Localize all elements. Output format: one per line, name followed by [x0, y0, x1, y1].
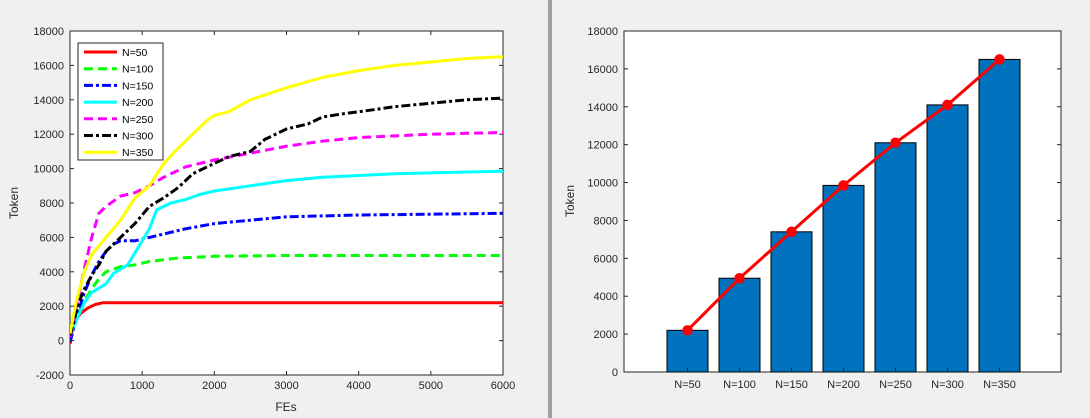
- y-tick-label: 8000: [40, 198, 64, 210]
- trend-marker-1: [682, 325, 693, 336]
- y-tick-label: 4000: [40, 267, 64, 279]
- legend-label-2: N=100: [122, 64, 153, 76]
- series-line-4: [70, 169, 503, 336]
- y-tick-label: 10000: [33, 164, 64, 176]
- trend-marker-6: [942, 99, 953, 111]
- y-tick-label: 18000: [587, 26, 618, 38]
- trend-marker-7: [994, 54, 1005, 65]
- y-tick-label: 2000: [594, 329, 618, 341]
- y-tick-label: -2000: [36, 370, 64, 382]
- right-y-tick-labels: 0 2000 4000 6000 8000 10000 12000 14000 16000 180…: [587, 26, 1061, 379]
- trend-marker-2: [734, 272, 745, 284]
- left-x-axis-label: FEs: [275, 400, 296, 414]
- series-line-3: [70, 211, 503, 343]
- x-tick-label: N=250: [879, 379, 912, 391]
- x-tick-label: N=100: [723, 379, 756, 391]
- x-tick-label: 3000: [274, 380, 298, 392]
- legend-label-1: N=50: [122, 47, 148, 59]
- y-tick-label: 2000: [40, 301, 64, 313]
- x-tick-label: 2000: [202, 380, 226, 392]
- y-tick-label: 18000: [33, 26, 64, 38]
- y-tick-label: 16000: [33, 60, 64, 72]
- x-tick-label: 4000: [346, 380, 370, 392]
- x-tick-label: N=200: [827, 379, 860, 391]
- y-tick-label: 16000: [587, 64, 618, 76]
- y-tick-label: 12000: [33, 129, 64, 141]
- series-line-7: [70, 55, 503, 334]
- right-bar-plot: N=50 N=100 N=150 N=200 N=250 N=300 N=350 0 2000…: [563, 26, 1062, 391]
- bar-6: [926, 104, 969, 373]
- x-tick-label: 5000: [419, 380, 443, 392]
- legend-label-6: N=300: [122, 131, 153, 143]
- right-y-axis-label: Token: [563, 185, 577, 217]
- x-tick-label: N=50: [674, 379, 701, 391]
- x-tick-label: N=150: [775, 379, 808, 391]
- trend-marker-5: [890, 137, 901, 149]
- left-series-group: [70, 55, 503, 345]
- left-line-plot: 0 1000 2000 3000 4000 5000 6000 -2000020004000…: [7, 26, 515, 414]
- right-trend-line-group: [682, 54, 1005, 336]
- y-tick-label: 6000: [40, 232, 64, 244]
- y-tick-label: 8000: [594, 215, 618, 227]
- y-tick-label: 12000: [587, 140, 618, 152]
- y-tick-label: 6000: [594, 253, 618, 265]
- series-line-6: [70, 96, 503, 336]
- right-x-tick-labels: N=50 N=100 N=150 N=200 N=250 N=300 N=350: [674, 368, 1016, 391]
- pane-divider[interactable]: [548, 0, 552, 418]
- x-tick-label: N=300: [931, 379, 964, 391]
- series-line-5: [70, 131, 503, 338]
- legend-box: [77, 42, 164, 161]
- y-tick-label: 0: [612, 367, 618, 379]
- bar-5: [874, 142, 917, 373]
- trend-marker-3: [786, 226, 797, 238]
- left-y-tick-labels: -2000 0 2000 4000 6000 8000 10000 12000 14000 160…: [33, 26, 503, 382]
- legend-label-5: N=250: [122, 114, 153, 126]
- legend-label-3: N=150: [122, 80, 153, 92]
- y-tick-label: 14000: [33, 95, 64, 107]
- bar-4: [822, 184, 865, 373]
- bar-1: [666, 329, 709, 373]
- y-tick-label: 0: [58, 336, 64, 348]
- left-x-tick-labels: 0 1000 2000 3000 4000 5000 6000: [67, 31, 515, 392]
- y-tick-label: 10000: [587, 178, 618, 190]
- legend-label-7: N=350: [122, 147, 153, 159]
- bar-7: [978, 58, 1021, 373]
- y-tick-label: 14000: [587, 102, 618, 114]
- trend-marker-4: [838, 180, 849, 191]
- x-tick-label: 0: [67, 380, 73, 392]
- bar-3: [770, 231, 813, 373]
- legend-label-4: N=200: [122, 97, 153, 109]
- y-tick-label: 4000: [594, 291, 618, 303]
- x-tick-label: N=350: [983, 379, 1016, 391]
- left-y-axis-label: Token: [7, 187, 21, 219]
- x-tick-label: 1000: [130, 380, 154, 392]
- x-tick-label: 6000: [491, 380, 515, 392]
- left-legend[interactable]: N=50 N=100 N=150 N=200 N=250 N=300 N=350: [77, 42, 164, 161]
